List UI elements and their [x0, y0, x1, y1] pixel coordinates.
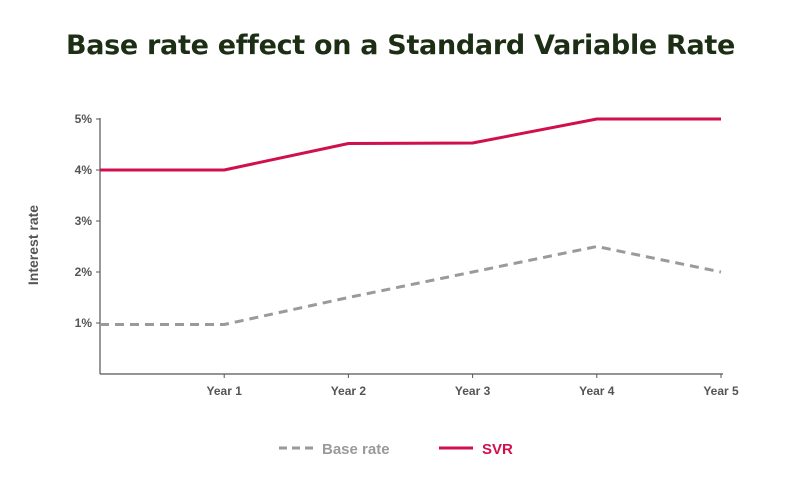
y-tick-label: 2% [75, 265, 93, 279]
x-tick-label: Year 5 [703, 384, 739, 398]
series-line-svr [100, 117, 721, 172]
axes [99, 118, 723, 375]
x-tick-label: Year 1 [207, 384, 243, 398]
y-tick-label: 1% [75, 316, 93, 330]
y-tick-label: 5% [75, 112, 93, 126]
legend-label-base-rate: Base rate [322, 441, 390, 458]
y-tick-label: 3% [75, 214, 93, 228]
legend: Base rate SVR [279, 441, 513, 458]
series-line-base-rate [100, 245, 722, 326]
x-tick-label: Year 4 [579, 384, 615, 398]
x-axis-ticks: Year 1 Year 2 Year 3 Year 4 Year 5 [207, 374, 739, 398]
legend-label-svr: SVR [482, 441, 513, 458]
y-tick-label: 4% [75, 163, 93, 177]
x-tick-label: Year 2 [331, 384, 367, 398]
x-tick-label: Year 3 [455, 384, 491, 398]
chart-title: Base rate effect on a Standard Variable … [65, 30, 736, 61]
series-lines [100, 117, 722, 326]
y-axis-ticks: 1% 2% 3% 4% 5% [75, 112, 100, 330]
y-axis-label: Interest rate [25, 205, 41, 285]
